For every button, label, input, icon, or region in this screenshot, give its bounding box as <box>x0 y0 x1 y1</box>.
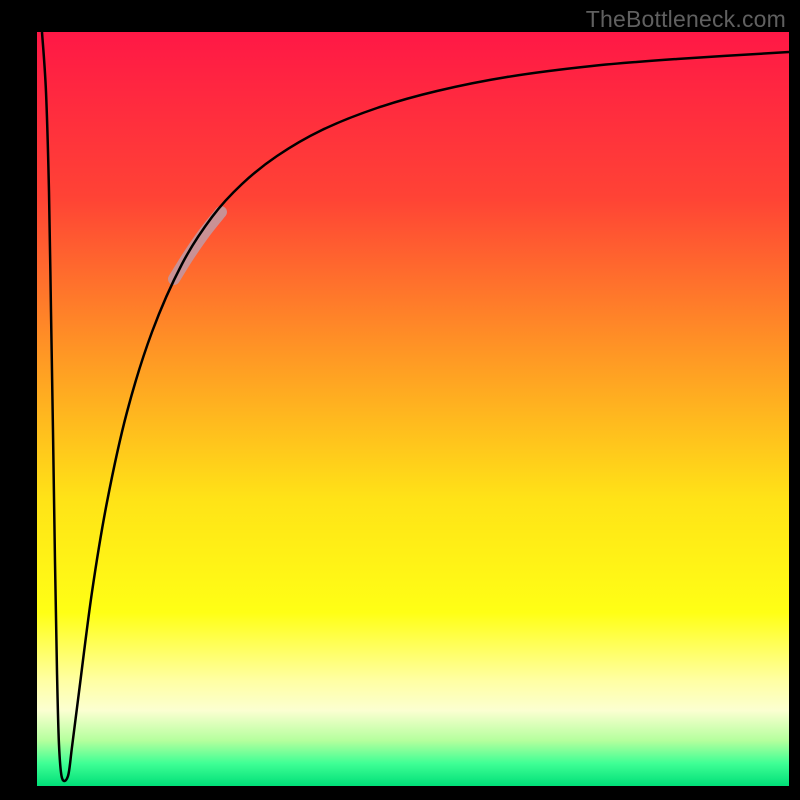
chart-plot-area <box>37 32 789 786</box>
curve-highlight-segment <box>174 212 221 279</box>
chart-curve-layer <box>37 32 789 786</box>
watermark-text: TheBottleneck.com <box>586 6 786 33</box>
bottleneck-curve <box>42 32 789 781</box>
